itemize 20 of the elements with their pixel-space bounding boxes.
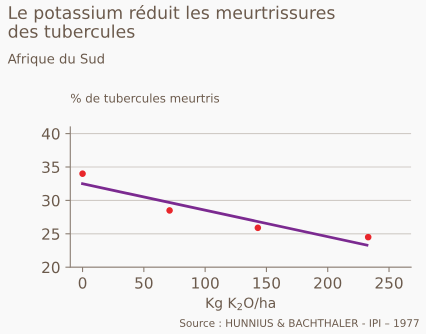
y-axis-title: % de tubercules meurtris [70,94,220,103]
x-tick-label: 100 [192,277,219,289]
y-tick-label: 35 [42,161,60,174]
x-tick-label: 250 [376,277,403,289]
x-tick-label: 0 [78,277,86,289]
point [254,224,262,232]
y-tick-label: 40 [42,128,60,140]
x-tick-label: 50 [135,277,153,289]
chart-title: Le potassium réduit les meurtrissures des tubercules [8,5,335,38]
chart-subtitle: Afrique du Sud [8,53,104,66]
y-tick-label: 25 [42,228,60,240]
x-tick-label: 200 [314,277,342,289]
point [166,207,173,214]
y-tick-label: 20 [42,262,60,274]
x-axis-title: Kg K$_{2}$O/ha [206,297,275,311]
y-tick-label: 30 [42,194,60,206]
source-note: Source : HUNNIUS & BACHTHALER - IPI – 1977 [180,319,419,327]
point [364,234,372,240]
point [79,170,86,177]
x-tick-label: 150 [254,277,280,289]
